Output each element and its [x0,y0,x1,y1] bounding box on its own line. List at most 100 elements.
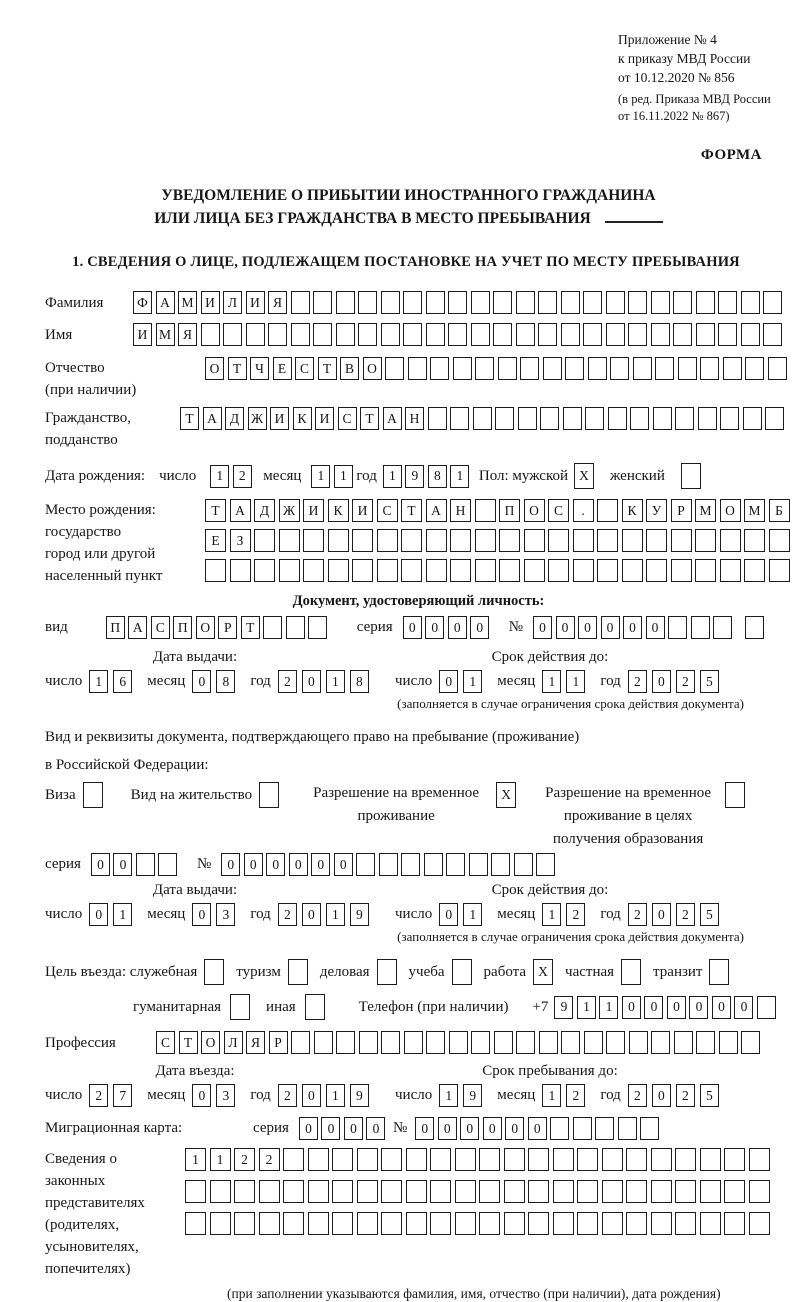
ref-line: к приказу МВД России [618,51,751,66]
day-label: число [159,467,197,484]
birthplace-row3-cells[interactable] [205,559,793,582]
res-valid-until-header: Срок действия до: [491,882,609,898]
forma-label: ФОРМА [700,147,762,163]
temp-residence-edu-label: Разрешение на временное проживание в цел… [545,785,712,847]
temp-residence-label: Разрешение на временное проживание [313,785,480,824]
guardians-row3-cells[interactable] [185,1212,773,1235]
profession-label: Профессия [45,1035,116,1051]
patronymic-label: Отчество (при наличии) [45,360,137,398]
identity-doc-header: Документ, удостоверяющий личность: [292,593,545,609]
purpose-humanitarian-checkbox[interactable] [230,994,251,1020]
guardians-row2-cells[interactable] [185,1180,773,1203]
month-label: месяц [263,467,302,484]
header-reference: Приложение № 4 к приказу МВД России от 1… [618,30,792,125]
ref-line-small: (в ред. Приказа МВД России [618,92,771,106]
doc-number-sign: № [508,619,523,635]
purpose-study-checkbox[interactable] [451,959,472,985]
ref-line: Приложение № 4 [618,32,717,47]
purpose-other-checkbox[interactable] [304,994,325,1020]
work-label: работа [483,963,527,980]
private-label: частная [565,963,615,980]
sex-female-label: женский [610,467,665,484]
purpose-tourism-checkbox[interactable] [287,959,308,985]
phone-prefix: +7 [532,998,549,1015]
purpose-private-checkbox[interactable] [621,959,642,985]
ref-line-small: от 16.11.2022 № 867) [618,109,730,123]
purpose-official-checkbox[interactable] [204,959,225,985]
guardians-label: Сведения о законных представителях (роди… [45,1151,145,1277]
res-number-sign: № [196,856,212,872]
migration-card-label: Миграционная карта: [45,1120,183,1136]
phone-label: Телефон (при наличии) [358,998,509,1015]
doc-issue-date-header: Дата выдачи: [152,649,238,665]
year-label: год [356,467,377,484]
res-issue-date-header: Дата выдачи: [152,882,238,898]
ref-line: от 10.12.2020 № 856 [618,70,735,85]
visa-checkbox[interactable] [82,782,103,808]
residence-doc-line2: в Российской Федерации: [45,757,209,773]
mig-number-sign: № [392,1120,408,1136]
purpose-transit-checkbox[interactable] [709,959,730,985]
citizenship-label: Гражданство, подданство [45,410,132,448]
temp-residence-edu-checkbox[interactable] [725,782,746,808]
transit-label: транзит [653,963,703,980]
sex-male-label: Пол: мужской [478,467,569,484]
birth-date-label: Дата рождения: [45,467,146,484]
form-title: УВЕДОМЛЕНИЕ О ПРИБЫТИИ ИНОСТРАННОГО ГРАЖ… [25,184,792,230]
guardians-note: (при заполнении указываются фамилия, имя… [227,1286,721,1301]
res-validity-note: (заполняется в случае ограничения срока … [397,929,744,944]
form-title-line2: ИЛИ ЛИЦА БЕЗ ГРАЖДАНСТВА В МЕСТО ПРЕБЫВА… [154,210,591,227]
purpose-business-checkbox[interactable] [376,959,397,985]
sex-female-checkbox[interactable] [680,463,701,489]
temp-residence-checkbox[interactable]: X [496,782,517,808]
doc-valid-until-header: Срок действия до: [491,649,609,665]
sex-male-checkbox[interactable]: X [574,463,595,489]
surname-label: Фамилия [45,295,104,311]
business-label: деловая [319,963,370,980]
mig-series-label: серия [253,1120,289,1136]
purpose-work-checkbox[interactable]: X [533,959,554,985]
other-label: иная [266,998,296,1015]
humanitarian-label: гуманитарная [133,998,222,1015]
res-series-label: серия [45,856,81,872]
residence-permit-label: Вид на жительство [130,787,253,803]
residence-permit-checkbox[interactable] [259,782,280,808]
